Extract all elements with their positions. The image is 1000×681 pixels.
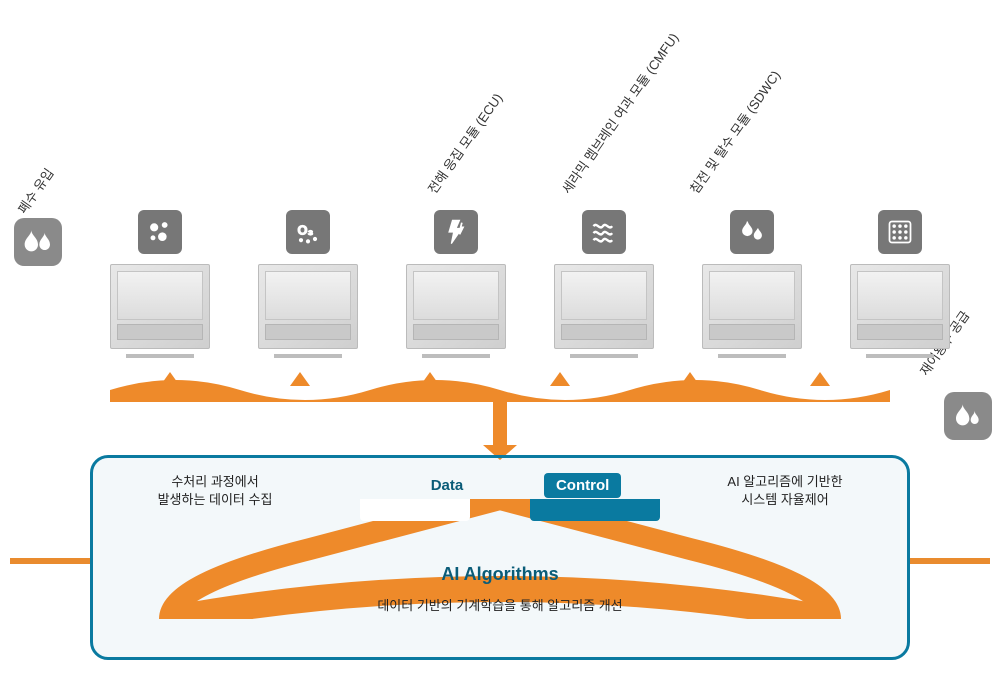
- note-left: 수처리 과정에서 발생하는 데이터 수집: [120, 473, 310, 508]
- note-left-l1: 수처리 과정에서: [120, 473, 310, 491]
- ozone-icon: O₃: [286, 210, 330, 254]
- process-4: [544, 210, 664, 349]
- ai-box: 수처리 과정에서 발생하는 데이터 수집 Data Control AI 알고리…: [90, 455, 910, 660]
- process-6: [840, 210, 960, 349]
- bubbles-icon: [138, 210, 182, 254]
- process-row: O₃: [100, 210, 960, 349]
- process-2: O₃: [248, 210, 368, 349]
- mesh-icon: [878, 210, 922, 254]
- unit-2: [258, 264, 358, 349]
- control-label: Control: [544, 473, 621, 498]
- flow-band: [110, 370, 890, 402]
- ai-algorithms-subtitle: 데이터 기반의 기계학습을 통해 알고리즘 개선: [377, 595, 622, 614]
- note-right-l1: AI 알고리즘에 기반한: [690, 473, 880, 491]
- unit-5: [702, 264, 802, 349]
- vertical-connector: [483, 400, 517, 460]
- process-3: [396, 210, 516, 349]
- ai-algorithms-title: AI Algorithms: [377, 564, 622, 585]
- outlet-water-icon: [944, 392, 992, 440]
- label-ecu: 전해 응집 모듈 (ECU): [422, 89, 506, 197]
- label-cmfu: 세라믹 멤브레인 여과 모듈 (CMFU): [556, 29, 682, 197]
- process-5: [692, 210, 812, 349]
- note-right-l2: 시스템 자율제어: [690, 491, 880, 509]
- wave-icon: [582, 210, 626, 254]
- label-inlet: 폐수 유입: [12, 164, 57, 217]
- svg-text:O₃: O₃: [298, 222, 314, 237]
- process-1: [100, 210, 220, 349]
- unit-4: [554, 264, 654, 349]
- unit-1: [110, 264, 210, 349]
- note-left-l2: 발생하는 데이터 수집: [120, 491, 310, 509]
- bolt-icon: [434, 210, 478, 254]
- inlet-water-icon: [14, 218, 62, 266]
- note-right: AI 알고리즘에 기반한 시스템 자율제어: [690, 473, 880, 508]
- label-sdwc: 침전 및 탈수 모듈 (SDWC): [684, 66, 784, 197]
- drops-icon: [730, 210, 774, 254]
- side-connector-left: [10, 558, 90, 564]
- unit-3: [406, 264, 506, 349]
- side-connector-right: [910, 558, 990, 564]
- data-label: Data: [419, 473, 476, 498]
- unit-6: [850, 264, 950, 349]
